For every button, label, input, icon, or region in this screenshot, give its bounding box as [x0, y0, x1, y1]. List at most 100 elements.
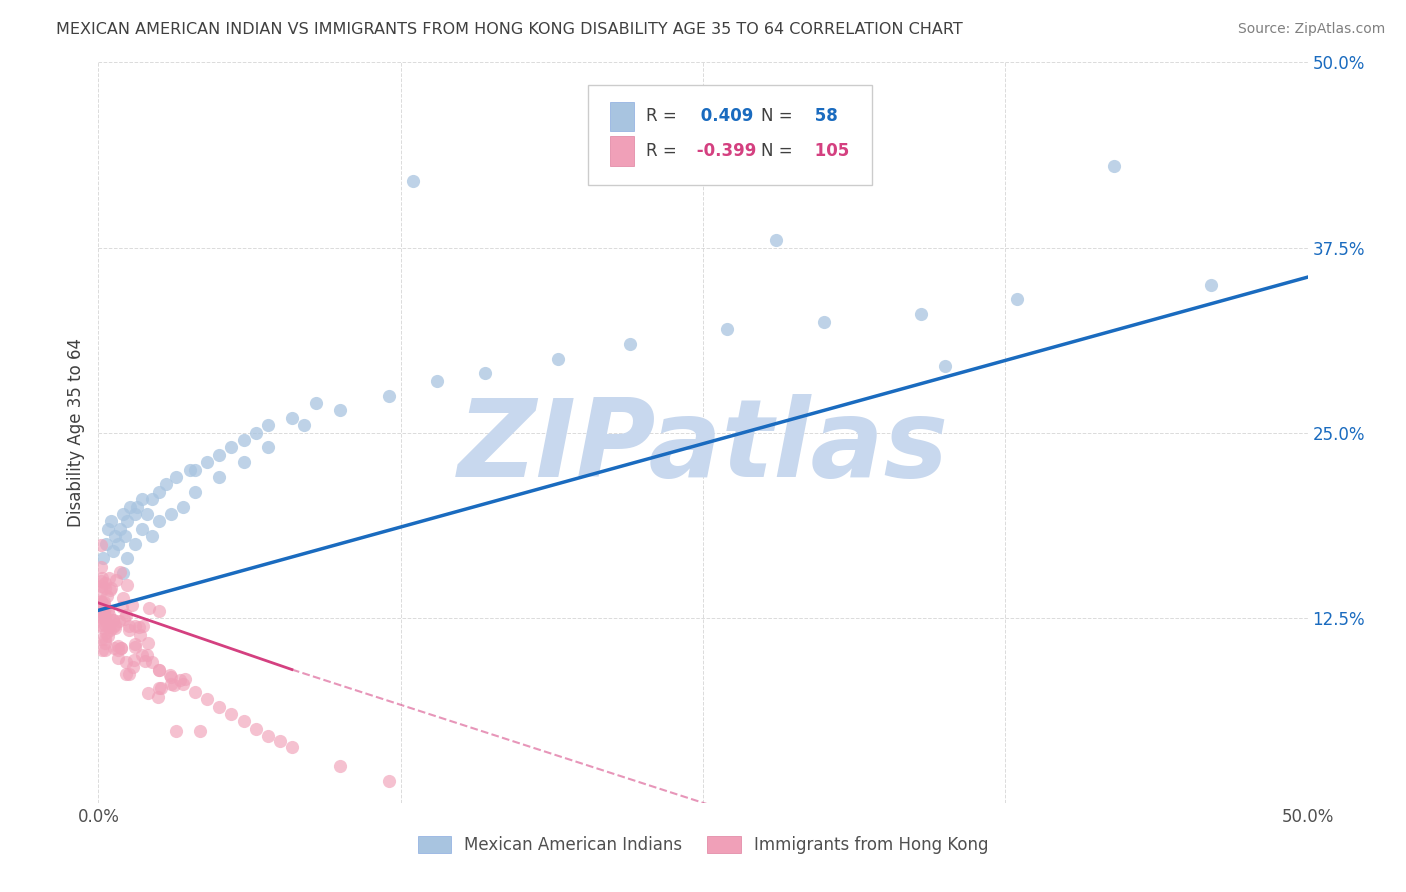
Point: [256, 418, 278, 433]
Point: [124, 618, 146, 632]
Point: [184, 462, 207, 476]
Point: [155, 477, 177, 491]
Text: 0.409: 0.409: [695, 108, 752, 126]
Point: [104, 573, 127, 587]
Point: [90, 579, 112, 593]
Point: [129, 627, 152, 641]
Point: [117, 515, 139, 529]
Point: [165, 470, 187, 484]
Point: [94, 536, 117, 550]
Point: [94, 576, 117, 591]
Point: [101, 544, 124, 558]
Point: [94, 615, 117, 630]
Point: [163, 678, 186, 692]
Point: [117, 551, 139, 566]
Text: 58: 58: [810, 108, 838, 126]
Point: [160, 507, 183, 521]
Point: [232, 455, 254, 469]
Point: [256, 729, 278, 743]
Point: [131, 522, 153, 536]
Point: [90, 610, 112, 624]
Point: [141, 529, 163, 543]
Point: [97, 628, 120, 642]
Point: [94, 632, 117, 646]
Point: [111, 600, 134, 615]
Point: [111, 566, 134, 581]
Point: [813, 314, 835, 328]
Point: [124, 637, 146, 651]
Point: [117, 619, 139, 633]
Point: [184, 484, 207, 499]
Point: [98, 582, 121, 597]
Point: [91, 643, 114, 657]
Point: [329, 403, 352, 417]
Point: [148, 663, 170, 677]
Point: [90, 560, 112, 574]
Text: MEXICAN AMERICAN INDIAN VS IMMIGRANTS FROM HONG KONG DISABILITY AGE 35 TO 64 COR: MEXICAN AMERICAN INDIAN VS IMMIGRANTS FR…: [56, 22, 963, 37]
Point: [131, 648, 153, 662]
Point: [195, 455, 218, 469]
Point: [269, 733, 291, 747]
Point: [101, 620, 124, 634]
Point: [208, 470, 231, 484]
Point: [208, 699, 231, 714]
Point: [111, 507, 134, 521]
FancyBboxPatch shape: [610, 136, 634, 166]
Point: [232, 433, 254, 447]
Point: [179, 462, 201, 476]
Point: [104, 529, 127, 543]
Point: [91, 608, 114, 623]
Point: [402, 174, 425, 188]
Point: [765, 233, 787, 247]
Point: [716, 322, 738, 336]
Point: [114, 529, 136, 543]
Point: [91, 570, 114, 584]
Point: [90, 597, 112, 611]
Point: [94, 601, 117, 615]
Point: [94, 609, 117, 624]
Point: [93, 598, 115, 612]
Point: [281, 410, 304, 425]
Point: [115, 578, 138, 592]
Point: [934, 359, 956, 373]
Point: [135, 507, 157, 521]
Point: [377, 388, 399, 402]
Point: [150, 681, 173, 695]
Point: [98, 607, 121, 622]
Point: [547, 351, 569, 366]
Point: [146, 690, 169, 705]
Point: [115, 608, 138, 623]
Point: [124, 536, 146, 550]
Point: [128, 619, 150, 633]
Point: [108, 522, 131, 536]
Point: [159, 667, 181, 681]
Text: 105: 105: [810, 143, 849, 161]
Point: [97, 602, 120, 616]
Text: R =: R =: [647, 108, 676, 126]
Point: [174, 672, 197, 686]
Text: Source: ZipAtlas.com: Source: ZipAtlas.com: [1237, 22, 1385, 37]
Point: [305, 396, 328, 410]
Point: [118, 500, 141, 514]
Point: [93, 606, 115, 620]
Point: [134, 654, 156, 668]
Point: [107, 642, 129, 657]
Point: [148, 663, 170, 677]
FancyBboxPatch shape: [610, 102, 634, 131]
Point: [96, 626, 118, 640]
Point: [169, 673, 191, 688]
Point: [135, 648, 157, 662]
Point: [136, 636, 159, 650]
Point: [188, 724, 211, 739]
Point: [148, 604, 170, 618]
Point: [121, 599, 143, 613]
Point: [117, 623, 139, 637]
Point: [107, 536, 129, 550]
Point: [122, 653, 145, 667]
Point: [426, 374, 449, 388]
Point: [1199, 277, 1222, 292]
Point: [160, 677, 183, 691]
Point: [127, 500, 149, 514]
Point: [96, 590, 118, 604]
Point: [131, 619, 153, 633]
